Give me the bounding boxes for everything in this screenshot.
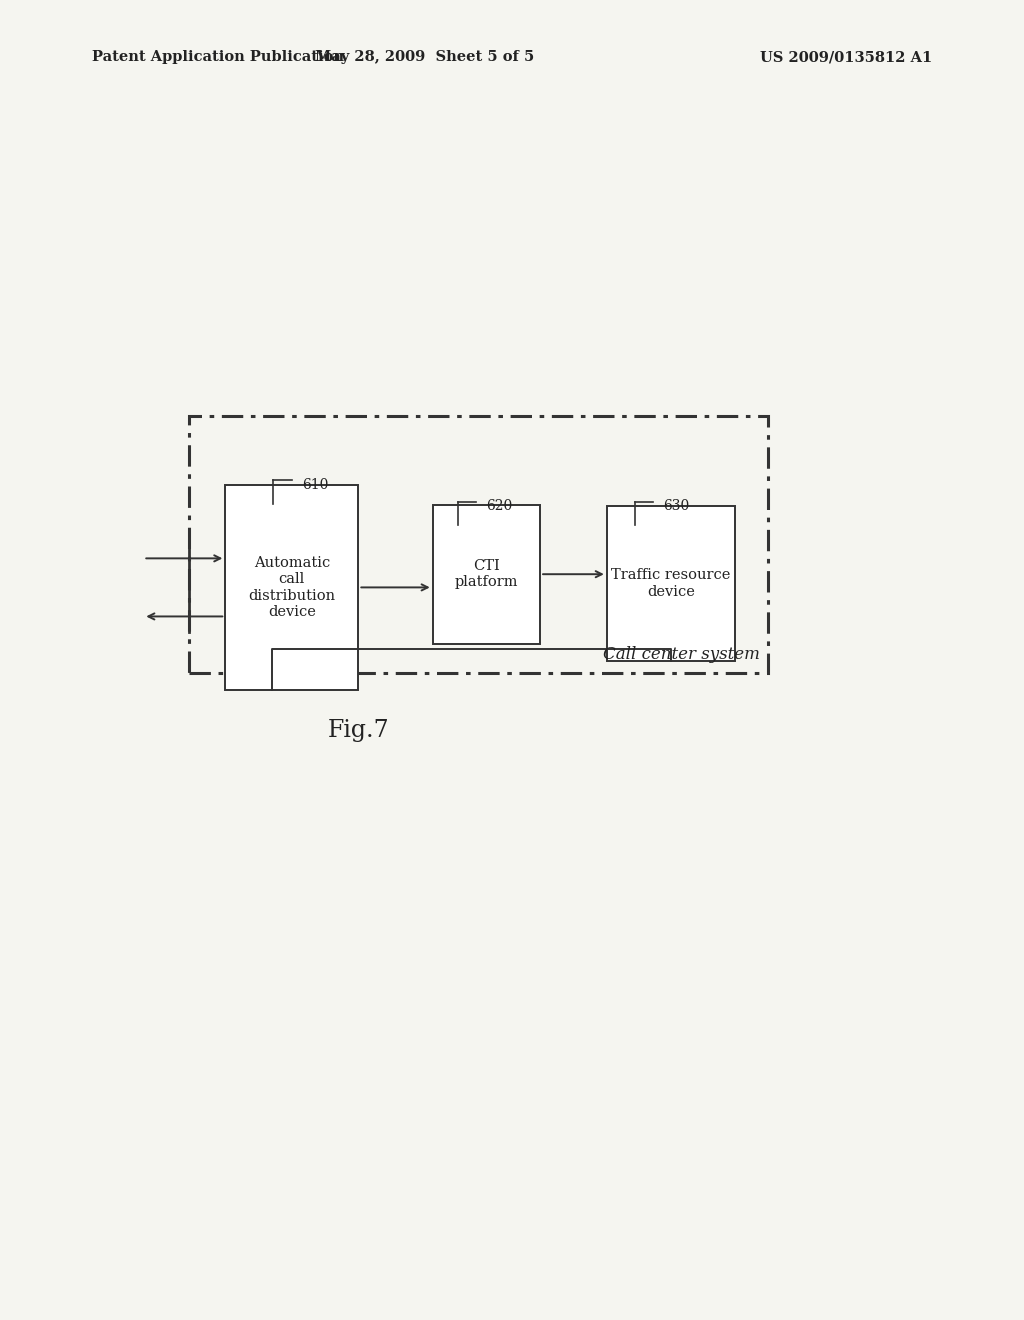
Bar xyxy=(432,506,541,644)
Bar xyxy=(225,484,358,689)
Bar xyxy=(189,416,768,673)
Text: Automatic
call
distribution
device: Automatic call distribution device xyxy=(248,556,336,619)
Text: Traffic resource
device: Traffic resource device xyxy=(611,569,730,598)
Text: CTI
platform: CTI platform xyxy=(455,560,518,589)
Text: Call center system: Call center system xyxy=(603,645,760,663)
Text: 610: 610 xyxy=(302,478,329,492)
Text: 620: 620 xyxy=(486,499,513,513)
Text: US 2009/0135812 A1: US 2009/0135812 A1 xyxy=(760,50,932,65)
Bar xyxy=(606,506,735,661)
Text: Patent Application Publication: Patent Application Publication xyxy=(92,50,344,65)
Text: Fig.7: Fig.7 xyxy=(328,719,389,742)
Text: 630: 630 xyxy=(664,499,690,513)
Text: May 28, 2009  Sheet 5 of 5: May 28, 2009 Sheet 5 of 5 xyxy=(315,50,535,65)
